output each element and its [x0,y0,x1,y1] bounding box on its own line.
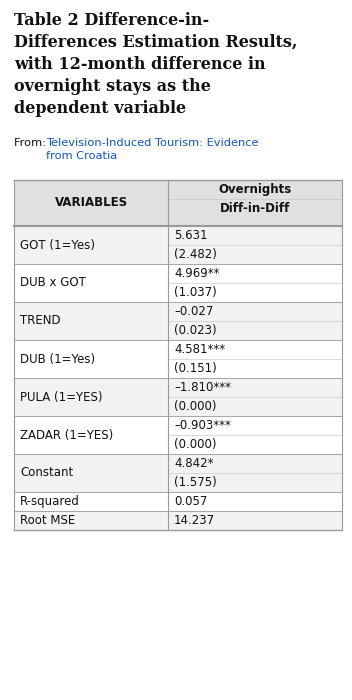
Text: From:: From: [14,138,50,148]
Text: (1.037): (1.037) [174,286,217,299]
Text: Television-Induced Tourism: Evidence
from Croatia: Television-Induced Tourism: Evidence fro… [46,138,258,161]
Bar [14,416,342,454]
Text: –0.903***: –0.903*** [174,419,231,432]
Text: R-squared: R-squared [20,495,80,508]
Text: 14.237: 14.237 [174,514,215,527]
Text: with 12-month difference in: with 12-month difference in [14,56,266,73]
Text: PULA (1=YES): PULA (1=YES) [20,391,102,403]
Bar [14,454,342,492]
Text: Overnights: Overnights [219,183,292,196]
Text: (0.023): (0.023) [174,324,217,337]
Text: Differences Estimation Results,: Differences Estimation Results, [14,34,297,51]
Bar [14,226,342,264]
Bar [14,264,342,302]
Text: 4.969**: 4.969** [174,267,220,280]
Text: (1.575): (1.575) [174,476,217,489]
Text: Constant: Constant [20,466,73,480]
Text: GOT (1=Yes): GOT (1=Yes) [20,239,95,251]
Text: Table 2 Difference-in-: Table 2 Difference-in- [14,12,209,29]
Text: (0.151): (0.151) [174,362,217,375]
Text: overnight stays as the: overnight stays as the [14,78,211,95]
Text: Root MSE: Root MSE [20,514,75,527]
Text: 4.842*: 4.842* [174,457,214,470]
Text: 5.631: 5.631 [174,229,208,242]
Bar [14,180,342,226]
Text: –1.810***: –1.810*** [174,381,231,394]
Bar [14,302,342,340]
Text: (0.000): (0.000) [174,438,217,451]
Text: ZADAR (1=YES): ZADAR (1=YES) [20,428,113,442]
Text: 4.581***: 4.581*** [174,343,225,356]
Text: 0.057: 0.057 [174,495,208,508]
Bar [14,378,342,416]
Text: –0.027: –0.027 [174,305,214,318]
Text: TREND: TREND [20,314,61,328]
Text: Diff-in-Diff: Diff-in-Diff [220,202,290,215]
Text: DUB (1=Yes): DUB (1=Yes) [20,353,95,365]
Bar [14,492,342,511]
Bar [14,511,342,530]
Text: (2.482): (2.482) [174,248,217,261]
Text: VARIABLES: VARIABLES [55,197,128,209]
Text: dependent variable: dependent variable [14,100,186,117]
Text: DUB x GOT: DUB x GOT [20,276,86,290]
Text: (0.000): (0.000) [174,400,217,413]
Bar [14,340,342,378]
